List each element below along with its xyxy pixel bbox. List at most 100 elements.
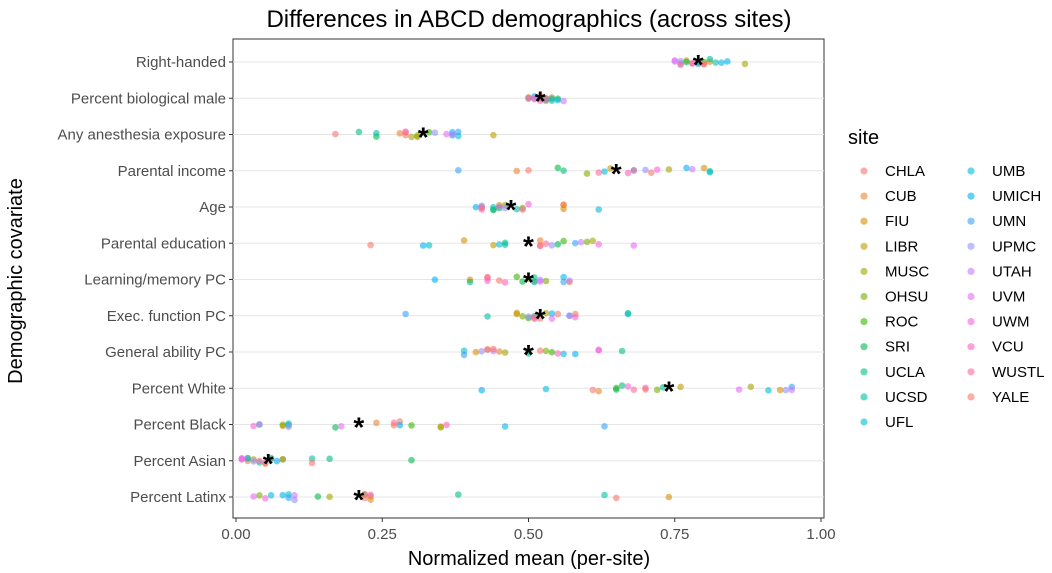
mean-marker: * <box>523 339 534 370</box>
data-point <box>513 273 521 281</box>
data-point <box>613 494 620 502</box>
data-point <box>689 165 696 173</box>
data-point <box>496 203 503 211</box>
data-point <box>490 241 497 249</box>
data-point <box>659 384 667 391</box>
data-point <box>484 313 491 320</box>
data-point <box>776 386 784 394</box>
data-point <box>618 382 626 389</box>
legend-key <box>860 318 868 326</box>
data-point <box>490 203 497 211</box>
data-point <box>624 310 632 318</box>
mean-marker: * <box>353 412 364 443</box>
y-tick-label: Percent White <box>132 380 226 397</box>
legend-label: WUSTL <box>992 364 1045 381</box>
data-point <box>607 165 614 172</box>
data-point <box>630 242 638 249</box>
data-point <box>572 350 579 358</box>
chart-title: Differences in ABCD demographics (across… <box>266 6 791 33</box>
data-point <box>765 387 772 394</box>
data-point <box>419 129 427 136</box>
data-point <box>496 277 503 284</box>
y-tick-label: Percent Latinx <box>130 489 226 506</box>
y-tick-label: Parental income <box>118 163 226 180</box>
x-tick-label: 0.50 <box>514 526 543 543</box>
mean-marker: * <box>263 448 274 479</box>
data-point <box>402 310 409 318</box>
data-point <box>238 455 246 463</box>
legend-key <box>860 418 868 426</box>
y-tick-label: Percent biological male <box>71 90 226 107</box>
data-point <box>279 491 287 499</box>
data-point <box>256 457 263 465</box>
data-point <box>478 386 486 394</box>
data-point <box>484 274 491 282</box>
data-point <box>560 237 567 245</box>
data-point <box>531 278 538 286</box>
legend: site CHLA CUB FIU LIBR MUSC OHSU ROC SRI UCLA UCS… <box>848 127 1045 431</box>
data-point <box>455 167 462 174</box>
data-point <box>443 130 450 138</box>
y-tick-label: Age <box>199 199 226 216</box>
data-point <box>718 59 725 66</box>
data-point <box>648 169 655 176</box>
data-point <box>536 315 544 322</box>
data-point <box>256 492 263 499</box>
legend-label: FIU <box>885 213 909 230</box>
data-point <box>390 422 398 429</box>
data-point <box>513 167 521 175</box>
data-point <box>560 273 567 281</box>
data-point <box>396 130 404 137</box>
data-point <box>408 456 415 464</box>
data-point <box>583 170 591 177</box>
data-point <box>542 385 550 393</box>
data-point <box>519 206 526 213</box>
legend-key <box>860 368 868 376</box>
data-point <box>478 348 486 355</box>
data-point <box>513 309 521 317</box>
data-point <box>624 169 632 177</box>
legend-label: MUSC <box>885 263 929 280</box>
data-point <box>782 386 790 394</box>
legend-key <box>860 343 868 351</box>
mean-marker: * <box>535 303 546 334</box>
data-point <box>455 128 462 136</box>
data-point <box>501 349 509 356</box>
data-point <box>308 459 316 467</box>
data-point <box>577 238 585 246</box>
data-point <box>677 383 684 391</box>
data-point <box>501 204 509 212</box>
data-point <box>267 454 275 462</box>
data-point <box>291 492 298 499</box>
data-point <box>665 493 673 501</box>
data-point <box>531 274 538 281</box>
data-point <box>250 422 257 430</box>
data-point <box>572 313 579 321</box>
data-point <box>653 386 661 394</box>
data-point <box>402 131 409 139</box>
legend-label: UCLA <box>885 364 925 381</box>
data-point <box>262 459 269 467</box>
data-point <box>595 206 602 213</box>
data-point <box>589 237 597 245</box>
data-point <box>601 168 608 175</box>
legend-label: UWM <box>992 314 1030 331</box>
data-point <box>548 348 556 356</box>
data-point <box>560 278 567 286</box>
data-point <box>595 387 602 395</box>
data-point <box>724 58 731 65</box>
data-point <box>583 238 591 246</box>
data-point <box>273 457 281 465</box>
data-point <box>560 167 567 174</box>
legend-key <box>860 217 868 225</box>
legend-key <box>967 192 975 200</box>
y-tick-label: Exec. function PC <box>107 308 226 325</box>
legend-label: UCSD <box>885 389 928 406</box>
data-point <box>712 59 719 66</box>
y-axis: Right-handed Percent biological male Any a… <box>58 54 233 506</box>
legend-key <box>967 368 975 376</box>
legend-label: UPMC <box>992 238 1036 255</box>
data-point <box>525 313 532 321</box>
data-point <box>267 492 275 499</box>
